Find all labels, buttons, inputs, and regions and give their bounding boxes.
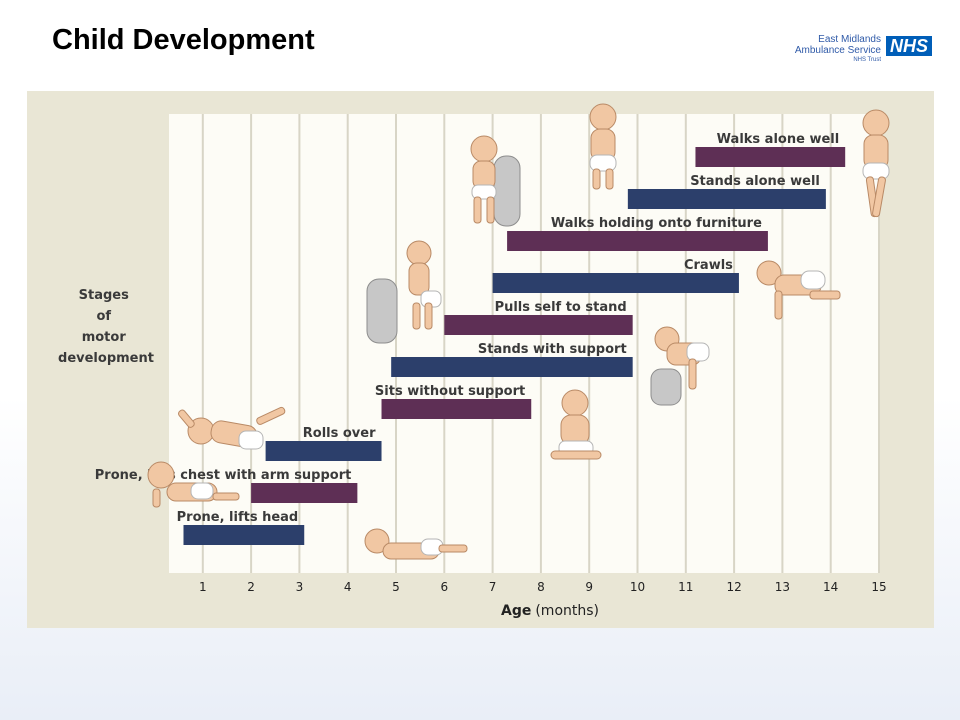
bar bbox=[391, 357, 633, 377]
bar bbox=[251, 483, 358, 503]
bar-label: Prone, lifts chest with arm support bbox=[95, 468, 352, 483]
baby-pulling-up-icon bbox=[366, 240, 442, 344]
x-axis-title: Age (months) bbox=[501, 603, 599, 619]
y-axis-label-line-4: development bbox=[58, 351, 154, 366]
bar bbox=[444, 315, 633, 335]
y-axis-label: Stages of motor development bbox=[58, 288, 154, 366]
x-tick-label: 1 bbox=[199, 580, 207, 594]
bar bbox=[695, 147, 846, 167]
x-tick-labels: 1 2 3 4 5 6 7 8 9 10 11 12 13 14 15 bbox=[199, 580, 887, 594]
baby-standing-with-support-icon bbox=[650, 326, 710, 406]
bar-label: Crawls bbox=[684, 258, 733, 273]
logo-text: East Midlands Ambulance Service NHS Trus… bbox=[795, 34, 881, 64]
x-tick-label: 4 bbox=[344, 580, 352, 594]
baby-prone-head-icon bbox=[364, 528, 468, 560]
x-axis-title-bold: Age bbox=[501, 603, 531, 619]
bar bbox=[381, 399, 532, 419]
chart-svg: Walks alone well Stands alone well Walks h… bbox=[58, 103, 890, 619]
motor-development-chart: Walks alone well Stands alone well Walks h… bbox=[27, 91, 934, 628]
bar-label: Walks alone well bbox=[717, 132, 840, 147]
x-tick-label: 14 bbox=[823, 580, 838, 594]
nhs-badge: NHS bbox=[885, 36, 932, 56]
bar bbox=[507, 231, 768, 251]
bar-labels: Walks alone well Stands alone well Walks h… bbox=[95, 132, 839, 525]
x-tick-label: 2 bbox=[247, 580, 255, 594]
bars bbox=[183, 147, 846, 545]
baby-standing-icon bbox=[589, 103, 617, 190]
x-axis-title-unit: (months) bbox=[535, 603, 599, 619]
x-tick-label: 13 bbox=[775, 580, 790, 594]
baby-sitting-icon bbox=[550, 389, 602, 460]
bar-label: Stands with support bbox=[478, 342, 627, 357]
logo-line-2: Ambulance Service bbox=[794, 45, 881, 56]
bar bbox=[183, 525, 305, 545]
nhs-logo: East Midlands Ambulance Service NHS Trus… bbox=[795, 34, 932, 64]
x-tick-label: 8 bbox=[537, 580, 545, 594]
x-tick-label: 6 bbox=[440, 580, 448, 594]
x-tick-label: 3 bbox=[296, 580, 304, 594]
baby-walking-icon bbox=[862, 109, 890, 218]
slide-title: Child Development bbox=[52, 24, 315, 56]
x-tick-label: 10 bbox=[630, 580, 645, 594]
baby-crawling-icon bbox=[756, 260, 841, 320]
x-tick-label: 11 bbox=[678, 580, 693, 594]
bar bbox=[627, 189, 826, 209]
x-tick-label: 7 bbox=[489, 580, 497, 594]
logo-line-3: NHS Trust bbox=[853, 57, 881, 63]
bar bbox=[265, 441, 382, 461]
baby-rolling-icon bbox=[178, 406, 286, 450]
y-axis-label-line-2: of bbox=[96, 309, 111, 324]
x-tick-label: 9 bbox=[585, 580, 593, 594]
bar-label: Walks holding onto furniture bbox=[551, 216, 762, 231]
baby-standing-by-pillar-icon bbox=[470, 135, 521, 227]
x-tick-label: 5 bbox=[392, 580, 400, 594]
y-axis-label-line-3: motor bbox=[82, 330, 127, 345]
bar-label: Prone, lifts head bbox=[177, 510, 299, 525]
baby-prone-chest-icon bbox=[147, 461, 240, 508]
bar-label: Rolls over bbox=[303, 426, 376, 441]
logo-line-1: East Midlands bbox=[818, 34, 881, 45]
bar-label: Stands alone well bbox=[690, 174, 820, 189]
y-axis-label-line-1: Stages bbox=[79, 288, 129, 303]
bar-label: Sits without support bbox=[375, 384, 525, 399]
bar bbox=[492, 273, 739, 293]
x-tick-label: 15 bbox=[871, 580, 886, 594]
x-tick-label: 12 bbox=[726, 580, 741, 594]
bar-label: Pulls self to stand bbox=[495, 300, 627, 315]
